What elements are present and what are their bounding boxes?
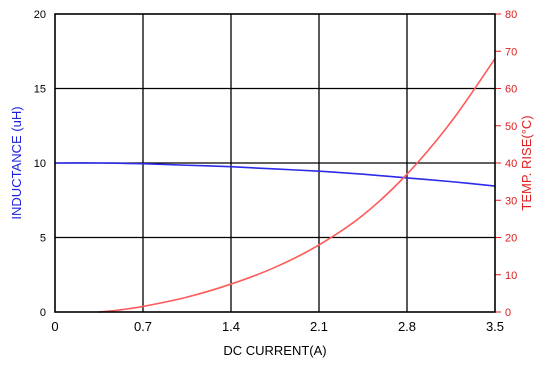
x-tick-label: 3.5 xyxy=(486,319,504,334)
x-axis-title: DC CURRENT(A) xyxy=(223,343,326,358)
y-right-tick-label: 30 xyxy=(505,195,517,207)
x-tick-label: 1.4 xyxy=(222,319,240,334)
y-left-tick-label: 15 xyxy=(34,84,46,96)
x-tick-label: 2.1 xyxy=(310,319,328,334)
plot-frame xyxy=(54,13,496,313)
y-right-tick-label: 80 xyxy=(505,9,517,21)
y-left-tick-label: 20 xyxy=(34,9,46,21)
y-right-tick-label: 0 xyxy=(505,307,511,319)
x-tick-label: 0.7 xyxy=(134,319,152,334)
y-axis-right-title: TEMP. RISE(°C) xyxy=(519,115,534,210)
y-right-tick-label: 70 xyxy=(505,46,517,58)
y-left-tick-label: 10 xyxy=(34,158,46,170)
x-tick-label: 2.8 xyxy=(398,319,416,334)
y-left-tick-label: 0 xyxy=(40,307,46,319)
y-right-tick-label: 40 xyxy=(505,158,517,170)
y-left-tick-label: 5 xyxy=(40,233,46,245)
inductance-series-line xyxy=(54,162,496,187)
series-lines xyxy=(54,57,496,313)
y-right-tick-label: 20 xyxy=(505,233,517,245)
grid-lines xyxy=(55,14,495,312)
y-right-tick-label: 60 xyxy=(505,84,517,96)
y-right-tick-label: 50 xyxy=(505,121,517,133)
temp-rise-series-line xyxy=(98,57,496,313)
x-tick-label: 0 xyxy=(51,319,58,334)
y-right-tick-label: 10 xyxy=(505,270,517,282)
y-axis-left-title: INDUCTANCE (uH) xyxy=(9,106,24,219)
tick-labels: 0 0.7 1.4 2.1 2.8 3.5051015200102030405060708… xyxy=(34,9,518,334)
